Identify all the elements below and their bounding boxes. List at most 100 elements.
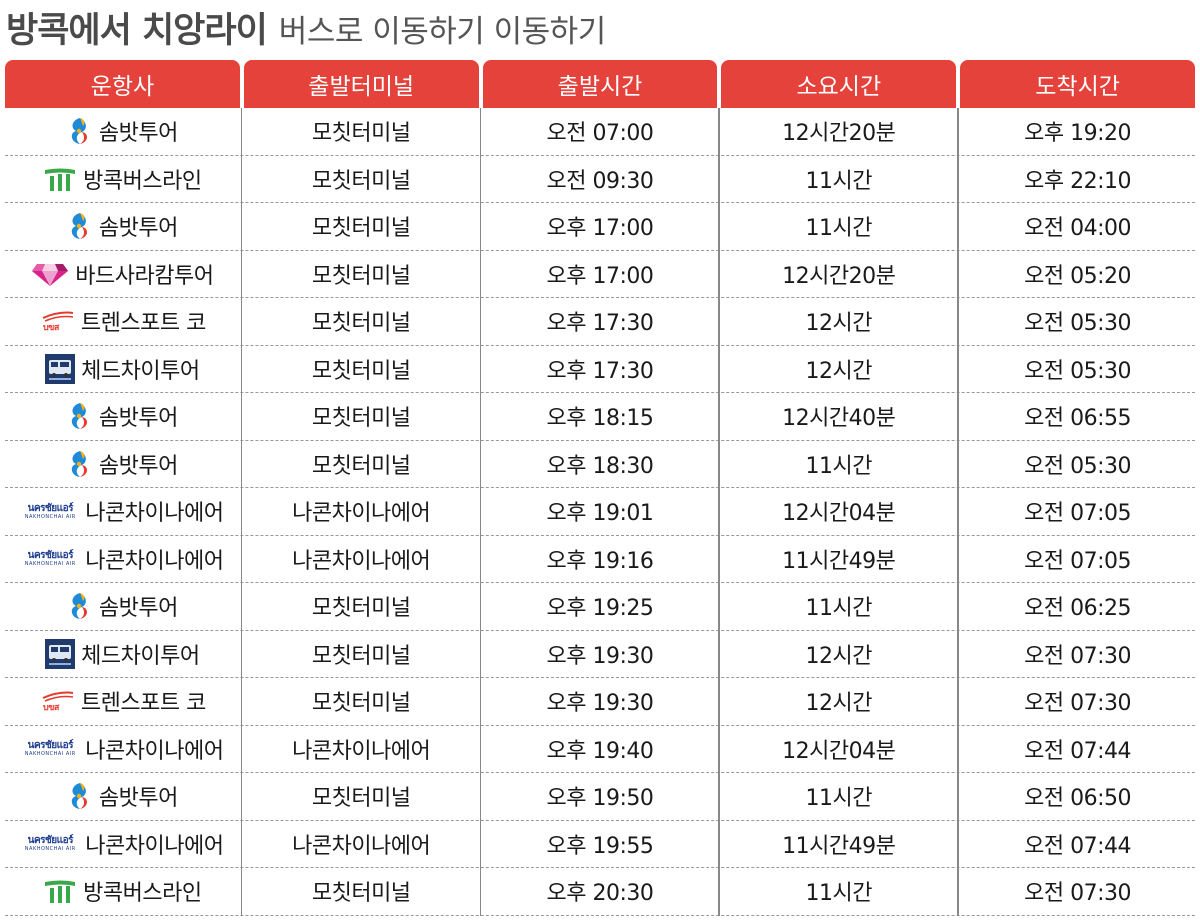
arrive-cell: 오후 19:20 <box>1024 121 1132 147</box>
duration-cell: 12시간 <box>805 358 873 384</box>
operator-cell: 솜밧투어 <box>5 393 240 440</box>
depart-cell: 오후 18:15 <box>546 406 654 432</box>
operator-cell: 체드차이투어 <box>5 346 240 393</box>
duration-cell: 11시간49분 <box>782 548 896 574</box>
terminal-cell: 모칫터미널 <box>311 311 411 337</box>
operator-name: 나콘차이나에어 <box>85 738 224 764</box>
sombat-logo-icon <box>67 591 93 621</box>
arrive-cell: 오전 06:55 <box>1024 406 1132 432</box>
table-row: 솜밧투어 모칫터미널 오후 19:50 11시간 오전 06:50 <box>5 773 1195 821</box>
transport-co-logo-icon: บขส <box>39 691 75 711</box>
title-main: 방콕에서 치앙라이 <box>6 11 268 51</box>
table-row: บขส 트렌스포트 코 모칫터미널 오후 19:30 12시간 오전 07:30 <box>5 678 1195 726</box>
operator-cell: นครชัยแอร์ NAKHONCHAI AIR 나콘차이나에어 <box>5 821 240 868</box>
depart-cell: 오후 19:55 <box>546 833 654 859</box>
depart-cell: 오후 19:40 <box>546 738 654 764</box>
arrive-cell: 오후 22:10 <box>1024 168 1132 194</box>
table-row: นครชัยแอร์ NAKHONCHAI AIR 나콘차이나에어 나콘차이나에어 오후… <box>5 726 1195 773</box>
operator-cell: บขส 트렌스포트 코 <box>5 298 240 345</box>
operator-name: 나콘차이나에어 <box>85 548 224 574</box>
logo-text-english: NAKHONCHAI AIR <box>24 561 76 568</box>
terminal-cell: 모칫터미널 <box>311 406 411 432</box>
arrive-cell: 오전 07:30 <box>1024 881 1132 907</box>
operator-cell: 솜밧투어 <box>5 441 240 488</box>
table-row: 솜밧투어 모칫터미널 오후 19:25 11시간 오전 06:25 <box>5 583 1195 631</box>
operator-name: 솜밧투어 <box>98 596 178 622</box>
operator-cell: 방콕버스라인 <box>5 156 240 203</box>
nakhonchai-air-logo-icon: นครชัยแอร์ NAKHONCHAI AIR <box>21 500 79 522</box>
header-arrive: 도착시간 <box>960 60 1195 108</box>
title-sub: 버스로 이동하기 이동하기 <box>278 14 606 50</box>
depart-cell: 오후 19:30 <box>546 691 654 717</box>
logo-text-thai: นครชัยแอร์ <box>27 502 74 514</box>
depart-cell: 오후 18:30 <box>546 453 654 479</box>
nakhonchai-air-logo-icon: นครชัยแอร์ NAKHONCHAI AIR <box>21 738 79 760</box>
operator-name: 솜밧투어 <box>98 406 178 432</box>
table-row: 방콕버스라인 모칫터미널 오후 20:30 11시간 오전 07:30 <box>5 868 1195 916</box>
depart-cell: 오후 17:00 <box>546 263 654 289</box>
duration-cell: 11시간 <box>805 786 873 812</box>
operator-name: 솜밧투어 <box>98 786 178 812</box>
table-row: 방콕버스라인 모칫터미널 오전 09:30 11시간 오후 22:10 <box>5 156 1195 203</box>
operator-name: 방콕버스라인 <box>83 168 202 194</box>
operator-name: 체드차이투어 <box>81 643 200 669</box>
header-terminal: 출발터미널 <box>243 60 479 108</box>
terminal-cell: 나콘차이나에어 <box>292 548 431 574</box>
depart-cell: 오후 19:50 <box>546 786 654 812</box>
duration-cell: 11시간 <box>805 596 873 622</box>
header-depart: 출발시간 <box>482 60 718 108</box>
duration-cell: 12시간 <box>805 691 873 717</box>
column-divider <box>479 108 482 916</box>
duration-cell: 12시간20분 <box>782 263 896 289</box>
column-divider <box>718 108 720 916</box>
logo-text-thai: นครชัยแอร์ <box>27 550 74 562</box>
nakhonchai-air-logo-icon: นครชัยแอร์ NAKHONCHAI AIR <box>21 833 79 855</box>
operator-name: 체드차이투어 <box>81 358 200 384</box>
table-row: บขส 트렌스포트 코 모칫터미널 오후 17:30 12시간 오전 05:30 <box>5 298 1195 346</box>
terminal-cell: 나콘차이나에어 <box>292 738 431 764</box>
table-row: 솜밧투어 모칫터미널 오전 07:00 12시간20분 오후 19:20 <box>5 108 1195 156</box>
operator-name: 솜밧투어 <box>98 121 178 147</box>
arrive-cell: 오전 07:05 <box>1024 548 1132 574</box>
operator-cell: นครชัยแอร์ NAKHONCHAI AIR 나콘차이나에어 <box>5 726 240 773</box>
arrive-cell: 오전 05:30 <box>1024 453 1132 479</box>
depart-cell: 오후 19:16 <box>546 548 654 574</box>
duration-cell: 12시간 <box>805 643 873 669</box>
sombat-logo-icon <box>67 401 93 431</box>
svg-text:บขส: บขส <box>43 703 60 711</box>
arrive-cell: 오전 07:30 <box>1024 643 1132 669</box>
logo-text-english: NAKHONCHAI AIR <box>24 513 76 520</box>
operator-name: 트렌스포트 코 <box>80 311 206 337</box>
nakhonchai-air-logo-icon: นครชัยแอร์ NAKHONCHAI AIR <box>21 548 79 570</box>
terminal-cell: 모칫터미널 <box>311 358 411 384</box>
duration-cell: 12시간04분 <box>782 738 896 764</box>
duration-cell: 12시간04분 <box>782 501 896 527</box>
arrive-cell: 오전 06:25 <box>1024 596 1132 622</box>
header-duration: 소요시간 <box>721 60 957 108</box>
depart-cell: 오후 20:30 <box>546 881 654 907</box>
terminal-cell: 모칫터미널 <box>311 691 411 717</box>
operator-cell: 방콕버스라인 <box>5 868 240 915</box>
terminal-cell: 모칫터미널 <box>311 643 411 669</box>
depart-cell: 오전 09:30 <box>546 168 654 194</box>
arrive-cell: 오전 05:20 <box>1024 263 1132 289</box>
table-row: 솜밧투어 모칫터미널 오후 17:00 11시간 오전 04:00 <box>5 203 1195 251</box>
duration-cell: 12시간20분 <box>782 121 896 147</box>
table-row: 솜밧투어 모칫터미널 오후 18:15 12시간40분 오전 06:55 <box>5 393 1195 441</box>
duration-cell: 12시간40분 <box>782 406 896 432</box>
sombat-logo-icon <box>67 781 93 811</box>
bangkok-busline-logo-icon <box>43 877 77 905</box>
sombat-logo-icon <box>67 449 93 479</box>
duration-cell: 11시간 <box>805 453 873 479</box>
terminal-cell: 나콘차이나에어 <box>292 833 431 859</box>
arrive-cell: 오전 05:30 <box>1024 358 1132 384</box>
table-row: 솜밧투어 모칫터미널 오후 18:30 11시간 오전 05:30 <box>5 441 1195 488</box>
logo-text-thai: นครชัยแอร์ <box>27 740 74 752</box>
duration-cell: 11시간 <box>805 881 873 907</box>
operator-cell: บขส 트렌스포트 코 <box>5 678 240 725</box>
terminal-cell: 모칫터미널 <box>311 786 411 812</box>
arrive-cell: 오전 07:44 <box>1024 738 1132 764</box>
column-divider <box>957 108 959 916</box>
operator-cell: 바드사라캄투어 <box>5 251 240 298</box>
depart-cell: 오후 19:25 <box>546 596 654 622</box>
